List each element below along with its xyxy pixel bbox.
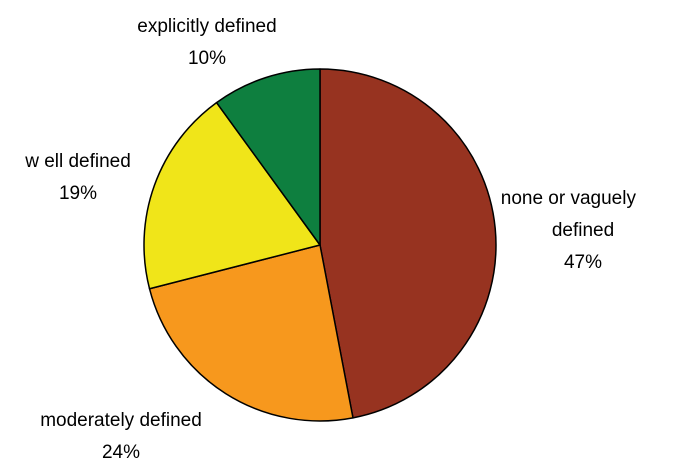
slice-label-line-2: defined — [552, 220, 614, 241]
slice-value-explicitly-defined: 10% — [188, 48, 226, 69]
slice-label-moderately-defined: moderately defined — [40, 410, 202, 431]
pie-slice-moderately-defined — [148, 244, 354, 422]
pie-slice-explicitly-defined — [215, 68, 321, 246]
pie-labels: none or vaguely defined 47% moderately d… — [24, 16, 642, 463]
slice-label-well-defined: w ell defined — [24, 151, 131, 172]
slice-label-explicitly-defined: explicitly defined — [137, 16, 276, 37]
slice-label-none-or-vaguely-defined: none or vaguely defined — [501, 188, 642, 241]
slice-value-well-defined: 19% — [59, 183, 97, 204]
slice-label-line-1: none or vaguely — [501, 188, 637, 209]
slice-value-moderately-defined: 24% — [102, 442, 140, 463]
pie-slices — [143, 68, 497, 422]
pie-slice-none-or-vaguely-defined — [319, 68, 497, 419]
slice-value-none-or-vaguely-defined: 47% — [564, 252, 602, 273]
pie-slice-w-ell-defined — [143, 101, 321, 290]
